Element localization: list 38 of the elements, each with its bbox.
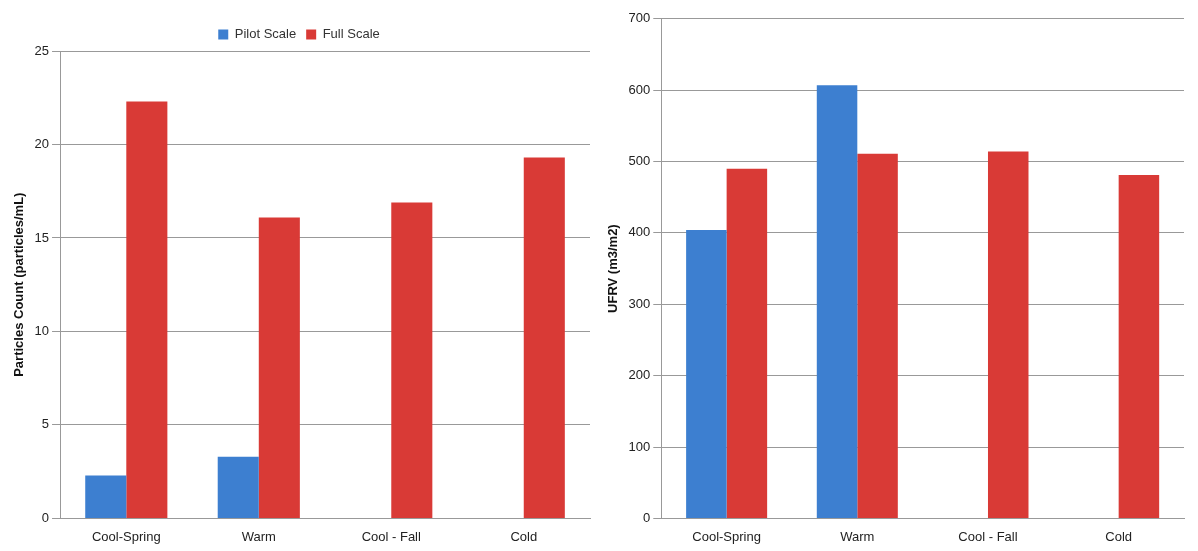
y-tick-label: 300	[628, 295, 651, 311]
y-tick-label: 200	[628, 367, 651, 383]
x-tick-label: Warm	[241, 528, 276, 544]
bar	[523, 157, 565, 518]
bar	[1118, 175, 1160, 518]
x-tick-label: Cool - Fall	[958, 528, 1018, 544]
bar	[258, 217, 300, 518]
x-tick-label: Cool - Fall	[361, 528, 421, 544]
bar	[857, 153, 898, 518]
bar	[686, 230, 727, 518]
y-tick-label: 10	[34, 323, 50, 339]
x-tick-label: Cold	[510, 528, 538, 544]
bar	[85, 475, 127, 518]
y-tick-label: 700	[628, 10, 651, 26]
bar	[391, 202, 433, 518]
y-tick-label: 5	[41, 416, 50, 432]
legend-label: Full Scale	[322, 26, 380, 42]
bar	[126, 101, 168, 518]
y-tick-label: 0	[643, 509, 651, 525]
bar	[987, 151, 1029, 518]
y-axis-title: Particles Count (particles/mL)	[11, 192, 27, 377]
x-tick-label: Cool-Spring	[692, 528, 761, 544]
x-tick-label: Cold	[1105, 528, 1133, 544]
y-tick-label: 25	[34, 42, 50, 58]
y-tick-label: 600	[628, 81, 651, 97]
y-tick-label: 500	[628, 153, 651, 169]
x-tick-label: Warm	[840, 528, 875, 544]
legend-label: Pilot Scale	[234, 26, 297, 42]
y-tick-label: 15	[34, 229, 50, 245]
y-axis-title: UFRV (m3/m2)	[605, 224, 621, 313]
y-tick-label: 0	[41, 509, 50, 525]
bar	[217, 456, 259, 518]
x-tick-label: Cool-Spring	[91, 528, 161, 544]
y-tick-label: 400	[628, 224, 651, 240]
bar	[816, 85, 858, 518]
y-tick-label: 100	[628, 438, 651, 454]
y-tick-label: 20	[34, 136, 50, 152]
bar	[726, 168, 768, 518]
